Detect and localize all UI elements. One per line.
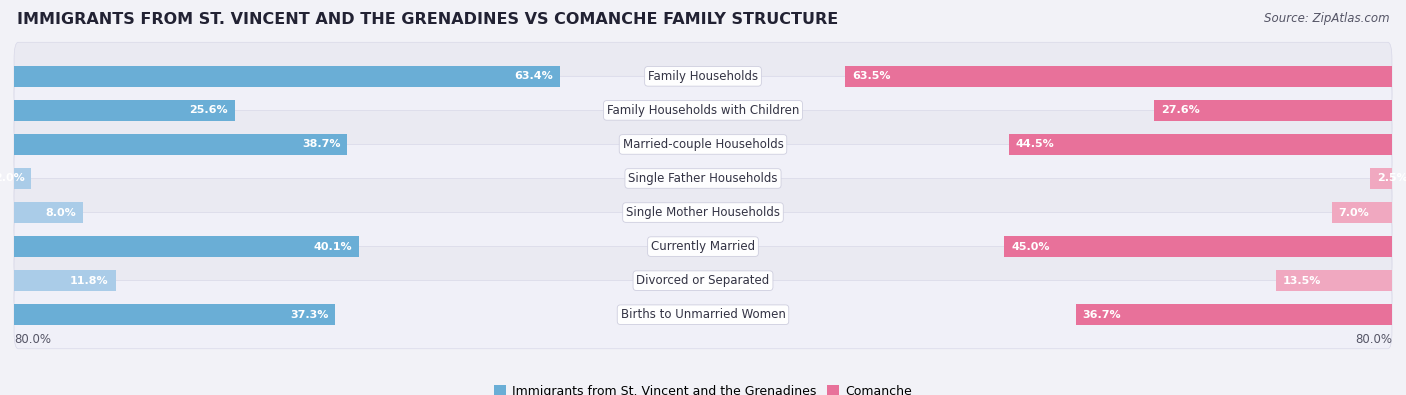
Text: 2.5%: 2.5% — [1378, 173, 1406, 184]
Text: 38.7%: 38.7% — [302, 139, 340, 149]
Bar — [14, 304, 335, 325]
Text: Married-couple Households: Married-couple Households — [623, 138, 783, 151]
Text: Family Households with Children: Family Households with Children — [607, 104, 799, 117]
Text: 2.0%: 2.0% — [0, 173, 24, 184]
Text: 45.0%: 45.0% — [1011, 242, 1050, 252]
Text: 37.3%: 37.3% — [290, 310, 329, 320]
Text: Births to Unmarried Women: Births to Unmarried Women — [620, 308, 786, 321]
Bar — [14, 134, 347, 155]
Text: IMMIGRANTS FROM ST. VINCENT AND THE GRENADINES VS COMANCHE FAMILY STRUCTURE: IMMIGRANTS FROM ST. VINCENT AND THE GREN… — [17, 12, 838, 27]
Text: Divorced or Separated: Divorced or Separated — [637, 274, 769, 287]
FancyBboxPatch shape — [14, 281, 1392, 349]
Text: 36.7%: 36.7% — [1083, 310, 1122, 320]
Bar — [14, 66, 560, 87]
Bar — [14, 202, 83, 223]
FancyBboxPatch shape — [14, 213, 1392, 281]
Text: Source: ZipAtlas.com: Source: ZipAtlas.com — [1264, 12, 1389, 25]
Text: Currently Married: Currently Married — [651, 240, 755, 253]
Bar — [14, 168, 31, 189]
FancyBboxPatch shape — [14, 76, 1392, 145]
Text: Single Mother Households: Single Mother Households — [626, 206, 780, 219]
Text: Family Households: Family Households — [648, 70, 758, 83]
Bar — [14, 100, 235, 121]
Text: 7.0%: 7.0% — [1339, 207, 1369, 218]
Legend: Immigrants from St. Vincent and the Grenadines, Comanche: Immigrants from St. Vincent and the Gren… — [489, 380, 917, 395]
Bar — [1275, 270, 1392, 291]
Bar — [1331, 202, 1392, 223]
Bar — [14, 270, 115, 291]
Text: 25.6%: 25.6% — [188, 105, 228, 115]
Bar — [1371, 168, 1392, 189]
Text: 80.0%: 80.0% — [14, 333, 51, 346]
Bar — [1008, 134, 1392, 155]
FancyBboxPatch shape — [14, 42, 1392, 110]
Text: 63.4%: 63.4% — [515, 71, 553, 81]
Text: 80.0%: 80.0% — [1355, 333, 1392, 346]
Text: 63.5%: 63.5% — [852, 71, 890, 81]
Text: Single Father Households: Single Father Households — [628, 172, 778, 185]
FancyBboxPatch shape — [14, 145, 1392, 213]
FancyBboxPatch shape — [14, 179, 1392, 246]
Text: 27.6%: 27.6% — [1161, 105, 1199, 115]
Text: 13.5%: 13.5% — [1282, 276, 1322, 286]
Bar — [845, 66, 1392, 87]
Bar — [1004, 236, 1392, 257]
Text: 44.5%: 44.5% — [1015, 139, 1054, 149]
Bar — [14, 236, 360, 257]
Bar — [1154, 100, 1392, 121]
Bar — [1076, 304, 1392, 325]
Text: 11.8%: 11.8% — [70, 276, 108, 286]
Text: 40.1%: 40.1% — [314, 242, 353, 252]
FancyBboxPatch shape — [14, 246, 1392, 315]
FancyBboxPatch shape — [14, 110, 1392, 179]
Text: 8.0%: 8.0% — [45, 207, 76, 218]
